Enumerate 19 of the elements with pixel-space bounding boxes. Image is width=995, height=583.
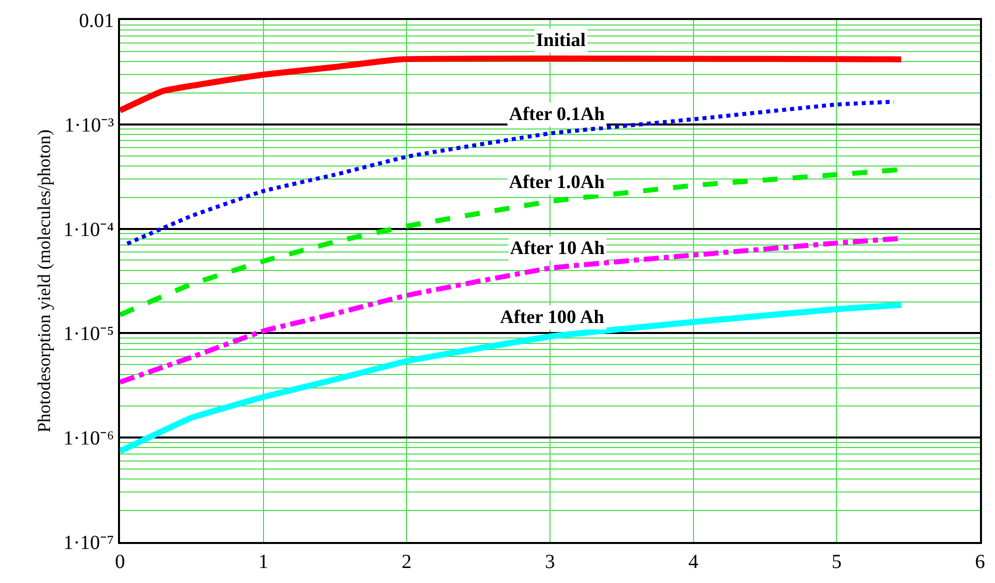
x-tick-label: 4 xyxy=(688,551,698,573)
x-tick-label: 0 xyxy=(115,551,125,573)
y-tick-label: 1·10⁻⁶ xyxy=(63,428,114,450)
annotation: After 100 Ah xyxy=(500,307,605,328)
y-tick-label: 1·10⁻⁵ xyxy=(63,323,114,346)
annotation: After 10 Ah xyxy=(510,238,606,259)
x-tick-label: 3 xyxy=(545,551,555,573)
x-tick-label: 5 xyxy=(832,551,842,573)
x-tick-label: 2 xyxy=(402,551,412,573)
x-tick-label: 6 xyxy=(975,551,985,573)
y-tick-label: 1·10⁻⁴ xyxy=(63,218,114,241)
annotation: After 1.0Ah xyxy=(509,172,606,193)
x-tick-label: 1 xyxy=(258,551,268,573)
annotation: After 0.1Ah xyxy=(509,104,606,125)
y-tick-label: 1·10⁻⁷ xyxy=(63,532,114,554)
annotation: Initial xyxy=(536,30,586,51)
y-tick-label: 1·10⁻³ xyxy=(64,114,114,136)
y-axis-title: Photodesorption yield (molecules/photon) xyxy=(34,130,54,432)
y-tick-label: 0.01 xyxy=(79,10,114,32)
